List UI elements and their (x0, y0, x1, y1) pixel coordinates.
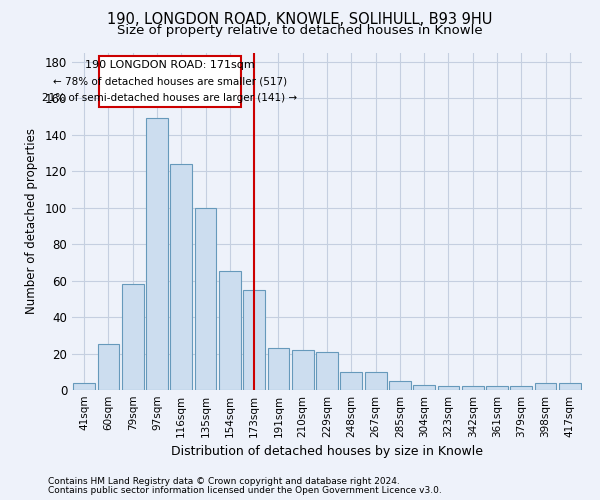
Bar (340, 372, 362, 390)
Bar (97, 344, 119, 390)
Bar (194, 208, 217, 390)
Text: 190 LONGDON ROAD: 171sqm: 190 LONGDON ROAD: 171sqm (85, 60, 254, 70)
Bar (486, 386, 508, 390)
Text: Contains HM Land Registry data © Crown copyright and database right 2024.: Contains HM Land Registry data © Crown c… (48, 477, 400, 486)
Bar (413, 384, 435, 390)
Bar (268, 348, 289, 390)
Bar (243, 290, 265, 390)
Bar (316, 352, 338, 390)
X-axis label: Distribution of detached houses by size in Knowle: Distribution of detached houses by size … (171, 446, 483, 458)
Bar (462, 386, 484, 390)
Y-axis label: Number of detached properties: Number of detached properties (25, 128, 38, 314)
Text: 190, LONGDON ROAD, KNOWLE, SOLIHULL, B93 9HU: 190, LONGDON ROAD, KNOWLE, SOLIHULL, B93… (107, 12, 493, 28)
Bar (122, 284, 143, 390)
Bar (559, 382, 581, 390)
Bar (389, 381, 411, 390)
Text: Contains public sector information licensed under the Open Government Licence v3: Contains public sector information licen… (48, 486, 442, 495)
Bar (219, 272, 241, 390)
Bar (437, 386, 460, 390)
Bar (365, 372, 386, 390)
Text: 21% of semi-detached houses are larger (141) →: 21% of semi-detached houses are larger (… (42, 93, 298, 103)
Text: ← 78% of detached houses are smaller (517): ← 78% of detached houses are smaller (51… (53, 76, 287, 86)
Bar (73, 382, 95, 390)
Bar (292, 350, 314, 390)
Text: Size of property relative to detached houses in Knowle: Size of property relative to detached ho… (117, 24, 483, 37)
Bar (146, 118, 168, 390)
FancyBboxPatch shape (99, 56, 241, 107)
Bar (170, 164, 192, 390)
Bar (511, 386, 532, 390)
Bar (535, 382, 556, 390)
